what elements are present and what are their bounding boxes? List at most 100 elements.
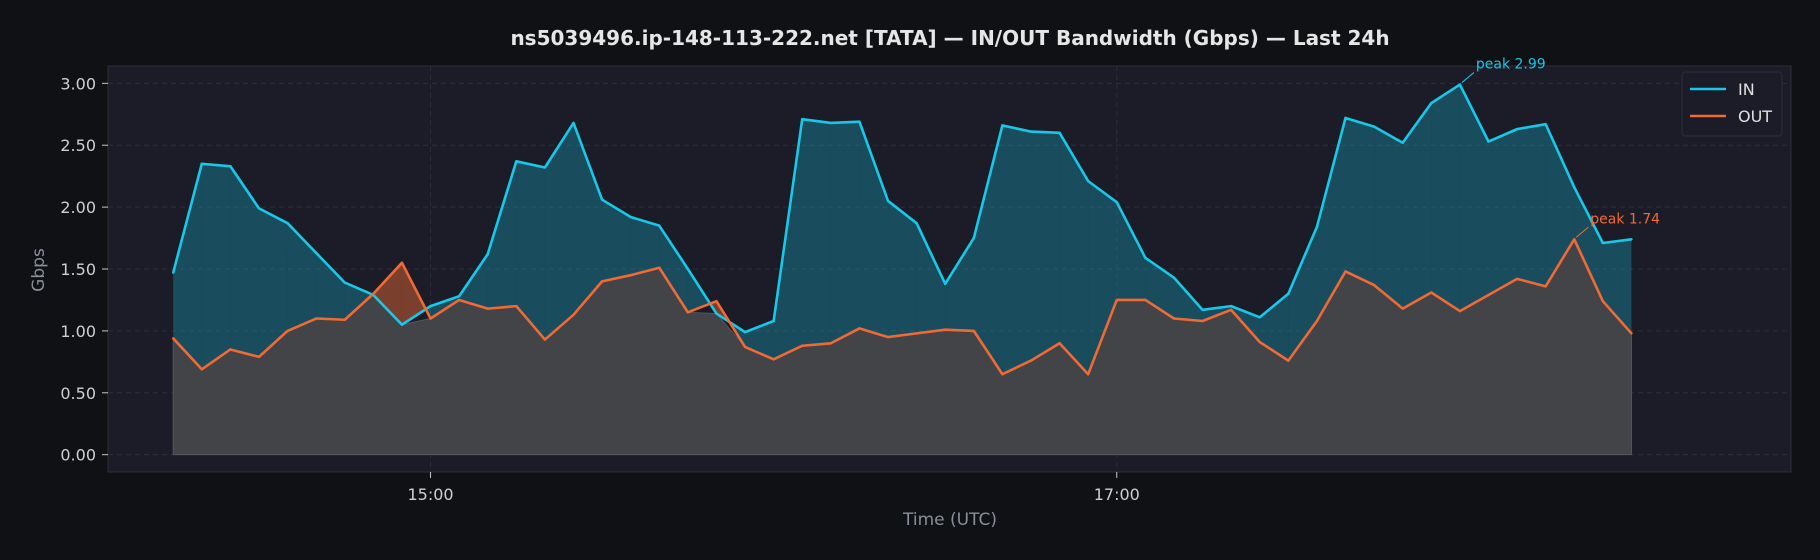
area-in-band (1288, 226, 1317, 361)
data-point-in (515, 160, 518, 163)
data-point-in (400, 323, 404, 326)
data-point-in (572, 121, 575, 125)
data-point-out (600, 280, 604, 283)
area-in-band (773, 119, 803, 360)
data-point-in (343, 281, 346, 284)
data-point-in (200, 162, 203, 165)
data-point-in (1315, 225, 1319, 229)
chart-title: ns5039496.ip-148-113-222.net [TATA] — IN… (510, 26, 1389, 50)
area-in-band (258, 208, 288, 357)
data-points (171, 83, 1633, 376)
data-point-in (658, 224, 661, 227)
data-point-in (1029, 130, 1033, 133)
area-in-band (1030, 131, 1060, 361)
data-point-out (801, 344, 804, 347)
data-point-out (915, 332, 918, 335)
data-point-in (457, 295, 461, 298)
area-in-band (1488, 129, 1518, 295)
data-point-out (286, 329, 289, 333)
area-in-band (1059, 132, 1089, 375)
data-point-out (1001, 373, 1004, 376)
data-point-in (1401, 141, 1404, 144)
area-in-band (630, 217, 660, 276)
area-in-band (973, 125, 1003, 375)
data-point-in (944, 282, 947, 286)
area-out-band (401, 262, 426, 325)
data-point-out (1115, 298, 1118, 302)
data-point-out (1544, 285, 1547, 288)
data-point-out (486, 307, 489, 310)
area-in-band (1517, 124, 1546, 287)
area-in-band (1545, 124, 1575, 287)
area-in-band (316, 252, 345, 320)
data-point-in (543, 166, 547, 169)
data-point-in (1372, 125, 1376, 128)
data-point-in (1601, 241, 1605, 245)
area-in-band (1002, 125, 1031, 375)
data-point-in (772, 319, 775, 323)
data-point-in (1115, 200, 1118, 204)
data-point-in (915, 222, 918, 225)
data-point-out (1601, 299, 1605, 303)
data-point-in (858, 120, 861, 123)
data-point-in (1258, 316, 1261, 319)
data-point-out (457, 298, 461, 302)
area-in-band (659, 225, 688, 313)
y-tick-label: 0.50 (60, 384, 96, 403)
area-in-band (287, 223, 317, 331)
data-point-out (171, 337, 175, 340)
series-areas (172, 84, 1632, 456)
data-point-out (372, 292, 375, 295)
data-point-in (1144, 256, 1147, 260)
data-point-in (886, 199, 890, 203)
data-point-out (1430, 291, 1433, 294)
data-point-in (171, 271, 175, 274)
area-in-band (516, 161, 545, 340)
data-point-out (658, 266, 661, 269)
data-point-in (1086, 179, 1090, 183)
area-in-band (1116, 202, 1146, 300)
legend-label-in: IN (1738, 80, 1755, 99)
data-point-in (229, 165, 232, 168)
data-point-out (972, 329, 976, 333)
data-point-out (429, 317, 432, 320)
series-line-out (172, 237, 1633, 376)
area-in-band (1374, 126, 1403, 309)
data-point-out (1058, 342, 1061, 345)
area-in-band (1402, 103, 1432, 309)
data-point-out (944, 328, 947, 331)
area-in-band (1574, 187, 1603, 302)
data-point-out (743, 345, 747, 349)
data-point-out (886, 335, 890, 339)
data-point-in (743, 330, 747, 334)
data-point-out (1201, 319, 1204, 323)
data-point-out (1401, 307, 1404, 310)
data-point-out (1487, 293, 1490, 297)
data-point-in (1201, 308, 1204, 312)
y-tick-label: 2.50 (60, 136, 96, 155)
data-point-out (686, 311, 690, 314)
data-point-out (1172, 317, 1176, 320)
x-tick-label: 17:00 (1094, 485, 1140, 504)
data-point-in (1229, 304, 1233, 308)
area-in-band (888, 200, 917, 338)
data-point-out (1029, 359, 1033, 362)
area-in-band (544, 122, 574, 340)
data-point-out (572, 313, 575, 316)
y-tick-label: 2.00 (60, 198, 96, 217)
series-lines (171, 83, 1633, 376)
data-point-in (429, 304, 432, 308)
data-point-in (686, 267, 690, 271)
data-point-in (1344, 116, 1347, 120)
x-axis-label: Time (UTC) (902, 510, 997, 530)
data-point-out (257, 355, 261, 359)
data-point-in (1172, 276, 1176, 279)
data-point-out (1229, 308, 1233, 312)
data-point-out (200, 368, 203, 371)
data-point-out (343, 318, 346, 321)
area-in-band (1459, 84, 1489, 312)
y-tick-label: 1.50 (60, 260, 96, 279)
data-point-out (1287, 359, 1290, 362)
area-in-band (1602, 239, 1632, 334)
y-tick-label: 0.00 (60, 446, 96, 465)
